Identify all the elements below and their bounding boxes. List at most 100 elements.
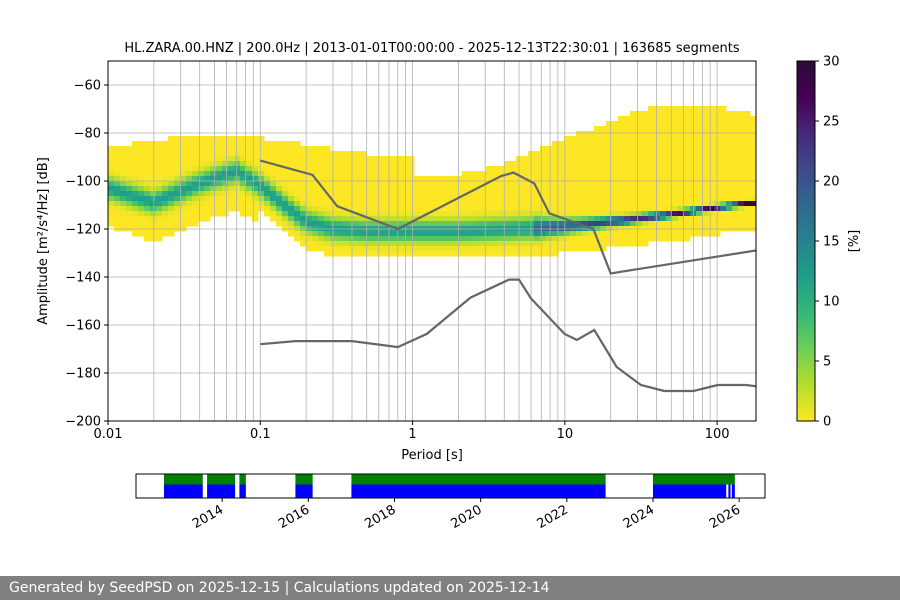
heatmap-cell [708,106,715,112]
heatmap-cell [732,166,739,172]
heatmap-cell [678,196,685,202]
heatmap-cell [462,241,469,247]
heatmap-cell [624,116,631,122]
heatmap-cell [312,191,319,197]
x-tick-label: 100 [705,427,730,442]
heatmap-cell [222,201,229,207]
heatmap-cell [336,151,343,157]
heatmap-cell [426,246,433,252]
heatmap-cell [492,206,499,212]
heatmap-cell [318,176,325,182]
heatmap-cell [576,246,583,252]
heatmap-cell [642,196,649,202]
heatmap-cell [678,161,685,167]
heatmap-cell [564,181,571,187]
heatmap-cell [180,211,187,217]
heatmap-cell [732,181,739,187]
heatmap-cell [510,231,517,237]
heatmap-cell [276,176,283,182]
heatmap-cell [486,176,493,182]
heatmap-cell [456,206,463,212]
heatmap-cell [216,136,223,142]
heatmap-cell [276,211,283,217]
heatmap-cell [414,201,421,207]
availability-span [295,474,313,485]
heatmap-cell [414,231,421,237]
heatmap-cell [342,241,349,247]
heatmap-cell [636,136,643,142]
heatmap-cell [534,191,541,197]
heatmap-cell [492,186,499,192]
heatmap-cell [504,201,511,207]
heatmap-cell [624,151,631,157]
heatmap-cell [504,246,511,252]
heatmap-cell [282,216,289,222]
heatmap-cell [108,221,115,227]
heatmap-cell [120,151,127,157]
heatmap-cell [726,156,733,162]
heatmap-cell [198,201,205,207]
heatmap-cell [132,196,139,202]
heatmap-cell [378,201,385,207]
heatmap-cell [684,201,691,207]
heatmap-cell [174,211,181,217]
heatmap-cell [570,166,577,172]
heatmap-cell [660,186,667,192]
heatmap-cell [258,146,265,152]
heatmap-cell [342,201,349,207]
heatmap-cell [708,126,715,132]
heatmap-cell [426,221,433,227]
heatmap-cell [474,191,481,197]
heatmap-cell [618,196,625,202]
heatmap-cell [222,156,229,162]
heatmap-cell [360,241,367,247]
heatmap-cell [270,216,277,222]
heatmap-cell [348,231,355,237]
heatmap-cell [216,176,223,182]
heatmap-cell [654,176,661,182]
heatmap-cell [444,211,451,217]
heatmap-cell [444,231,451,237]
heatmap-cell [744,201,751,207]
heatmap-cell [114,221,121,227]
heatmap-cell [186,176,193,182]
heatmap-cell [696,156,703,162]
heatmap-cell [306,206,313,212]
heatmap-cell [546,161,553,167]
heatmap-cell [282,206,289,212]
heatmap-cell [612,241,619,247]
heatmap-cell [294,231,301,237]
heatmap-cell [702,116,709,122]
heatmap-cell [534,166,541,172]
heatmap-cell [252,161,259,167]
heatmap-cell [138,181,145,187]
heatmap-cell [678,146,685,152]
heatmap-cell [534,251,541,257]
heatmap-cell [600,141,607,147]
heatmap-cell [366,211,373,217]
heatmap-cell [636,111,643,117]
heatmap-cell [432,191,439,197]
heatmap-cell [576,136,583,142]
heatmap-cell [228,171,235,177]
heatmap-cell [678,236,685,242]
heatmap-cell [732,121,739,127]
timeline-ticks: 2014 2016 2018 2020 2022 2024 2026 [190,498,743,532]
heatmap-cell [558,191,565,197]
heatmap-cell [342,251,349,257]
heatmap-cell [276,196,283,202]
heatmap-cell [180,176,187,182]
plot-frame [107,60,757,422]
heatmap-cell [600,161,607,167]
heatmap-cell [576,216,583,222]
heatmap-cell [294,161,301,167]
heatmap-cell [114,176,121,182]
heatmap-cell [570,206,577,212]
heatmap-cell [600,206,607,212]
heatmap-cell [348,221,355,227]
heatmap-cell [408,241,415,247]
heatmap-cell [744,131,751,137]
heatmap-cell [534,201,541,207]
heatmap-cell [138,171,145,177]
heatmap-cell [684,166,691,172]
